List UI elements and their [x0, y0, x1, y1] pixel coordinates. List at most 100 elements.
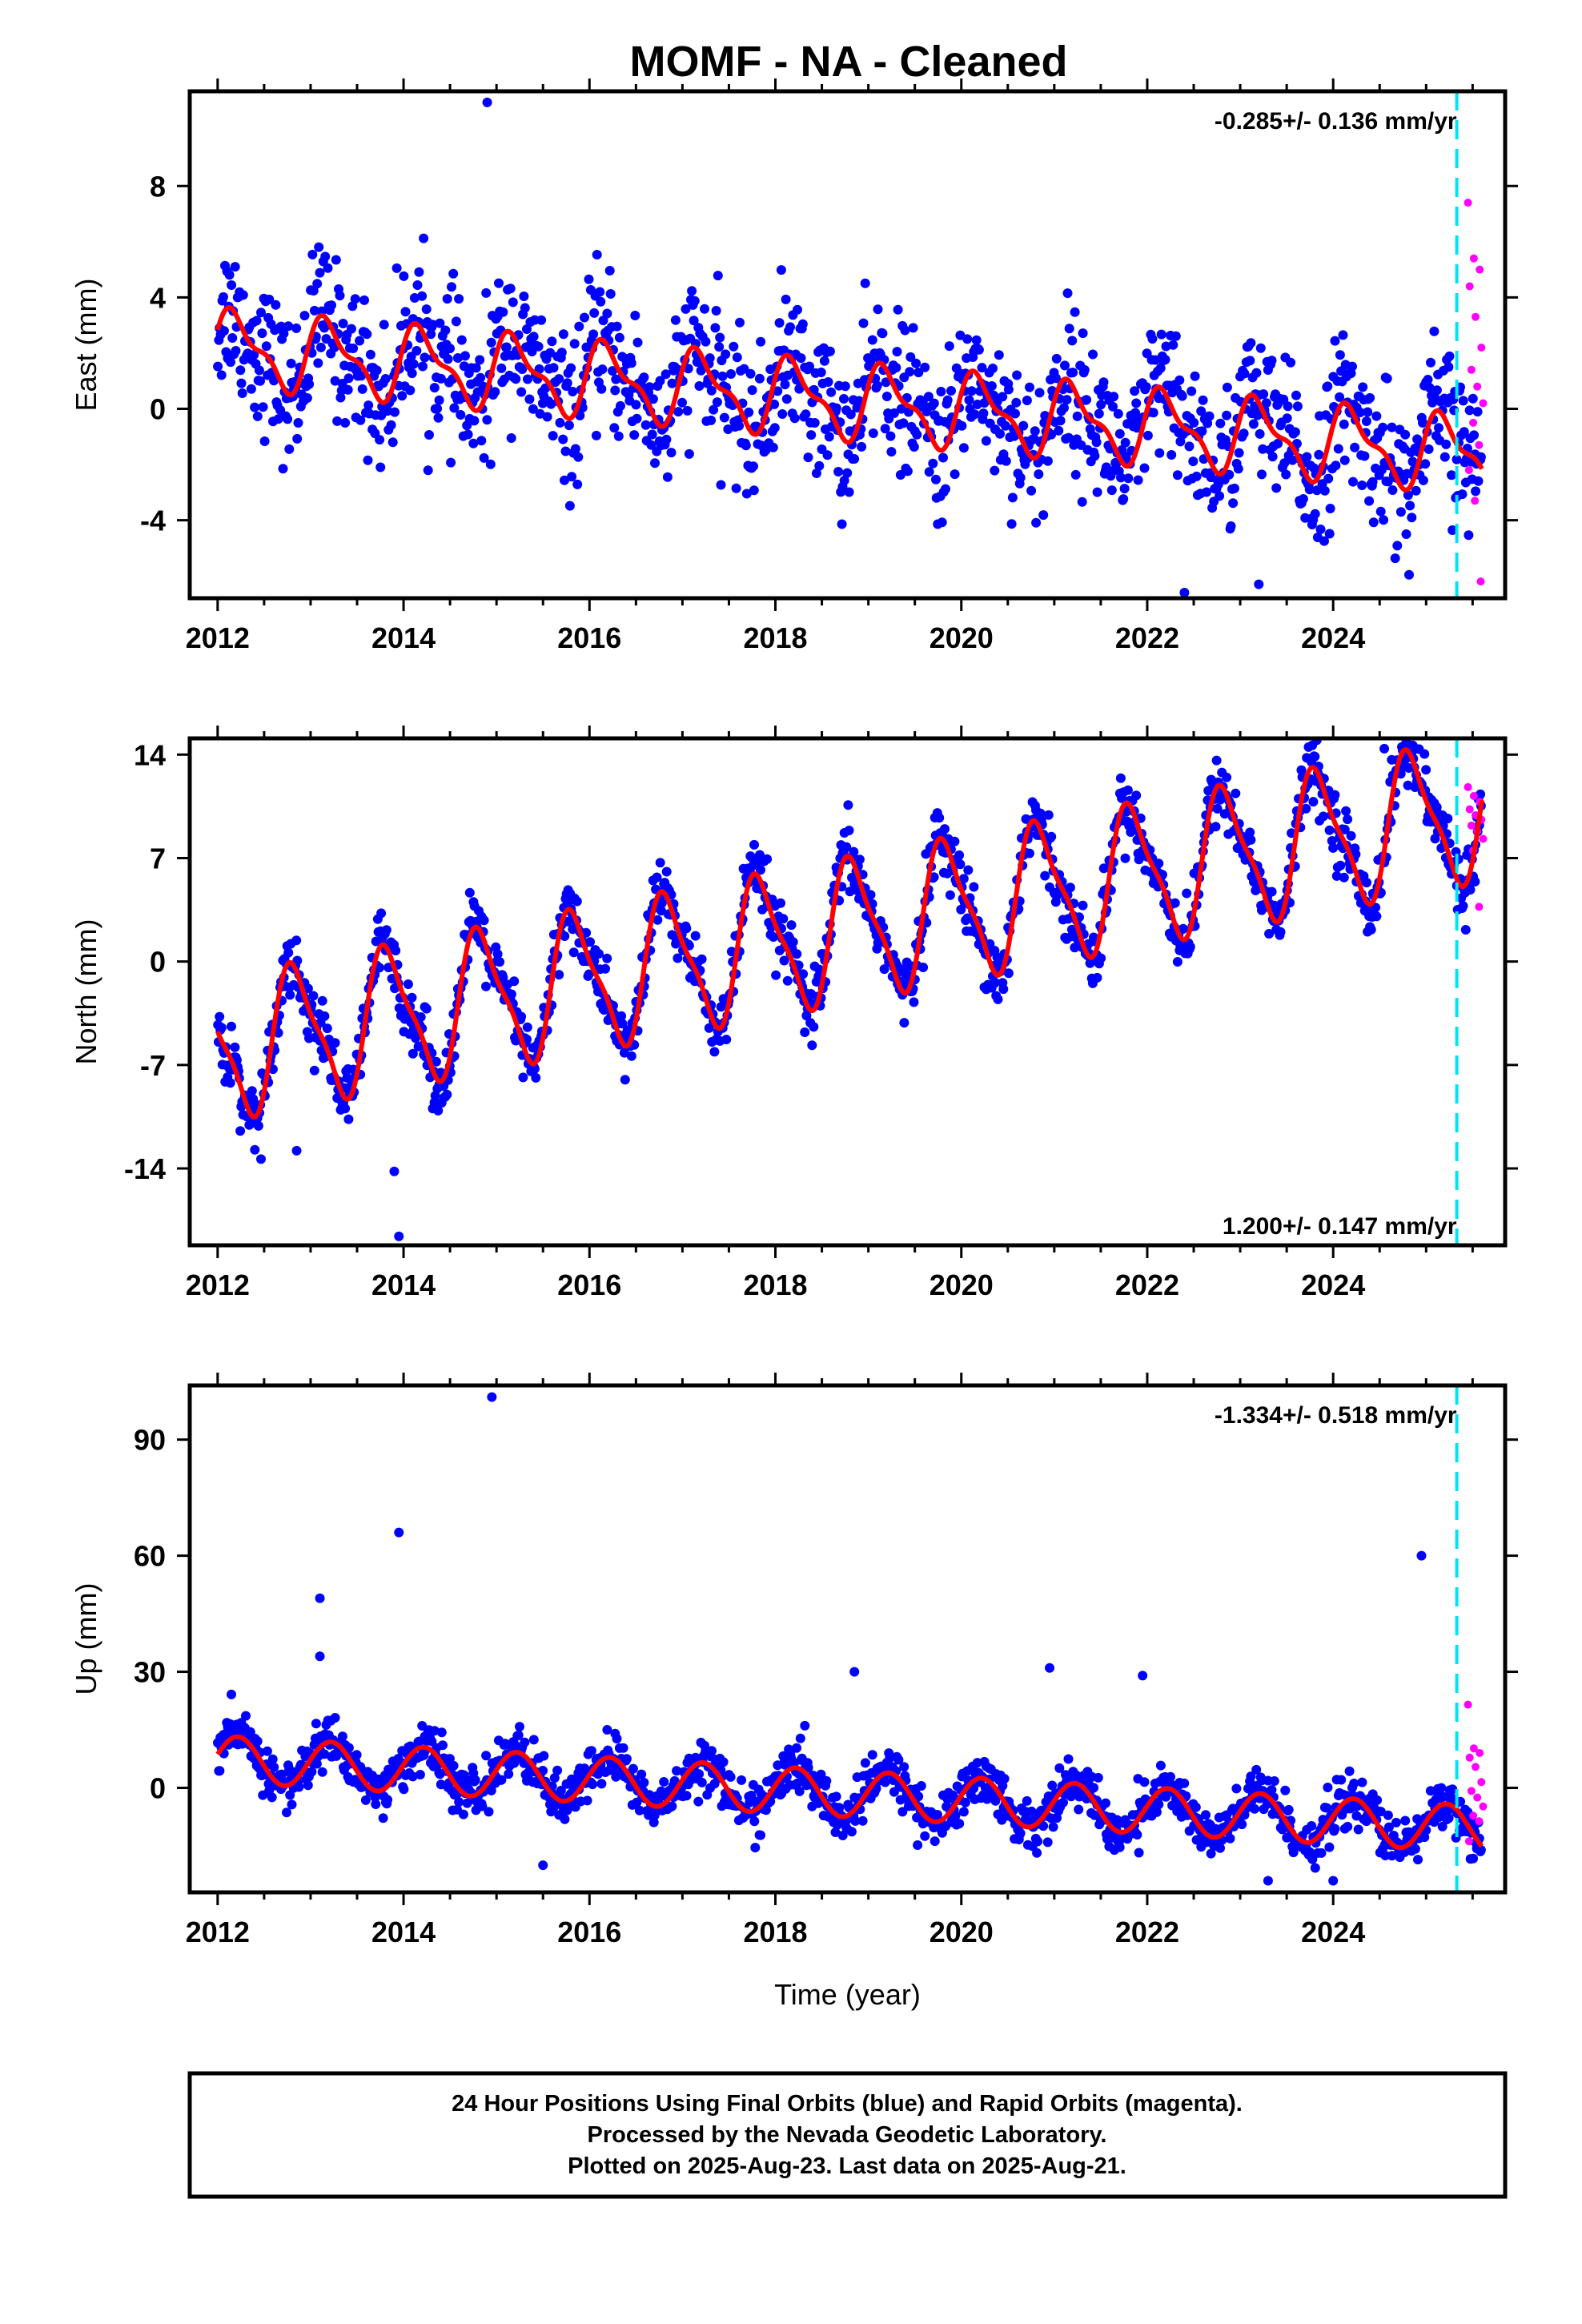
data-point	[456, 335, 467, 345]
data-point	[1400, 1815, 1411, 1826]
data-point	[1314, 449, 1324, 460]
data-point	[227, 280, 237, 290]
data-point	[539, 1751, 549, 1761]
data-point	[782, 975, 793, 986]
data-point	[788, 937, 798, 947]
data-point	[1363, 407, 1373, 417]
data-point	[1330, 336, 1340, 346]
data-point	[735, 317, 745, 328]
data-point	[294, 1782, 304, 1792]
data-point	[519, 292, 529, 301]
data-point	[1022, 1795, 1032, 1806]
data-point	[246, 384, 256, 394]
data-point	[913, 1840, 923, 1850]
data-point	[1424, 383, 1435, 393]
data-point	[693, 1796, 704, 1807]
data-point	[535, 408, 545, 419]
data-point	[701, 336, 711, 347]
data-point	[1323, 381, 1333, 392]
x-tick-label: 2014	[371, 1916, 436, 1948]
data-point	[650, 458, 660, 468]
data-point	[1048, 1822, 1058, 1832]
data-point	[574, 321, 584, 332]
data-point	[1092, 972, 1102, 983]
data-point	[1147, 334, 1158, 344]
data-point	[1038, 1821, 1049, 1831]
data-point	[421, 1003, 432, 1014]
data-point	[1418, 418, 1427, 428]
data-point	[435, 318, 445, 328]
data-point	[371, 365, 382, 376]
data-point	[1024, 848, 1034, 858]
data-point	[1034, 388, 1045, 398]
data-point	[269, 376, 279, 386]
data-point	[697, 1777, 707, 1787]
data-point	[1399, 723, 1409, 733]
data-point	[1298, 494, 1308, 504]
east-rapid-points	[1464, 199, 1488, 586]
data-point	[588, 1779, 598, 1790]
data-point	[216, 1023, 227, 1033]
up-x-label: Time (year)	[774, 1978, 921, 2011]
data-point	[1362, 878, 1371, 888]
data-point	[469, 416, 480, 426]
rapid-point	[1469, 792, 1478, 800]
data-point	[761, 1805, 771, 1815]
data-point	[1106, 485, 1117, 496]
data-point	[830, 1827, 841, 1837]
outlier-point	[291, 1145, 302, 1156]
data-point	[771, 970, 781, 980]
data-point	[1443, 1813, 1454, 1823]
data-point	[1068, 368, 1078, 378]
data-point	[451, 316, 461, 327]
data-point	[1255, 343, 1266, 353]
data-point	[811, 468, 821, 478]
data-point	[1239, 368, 1250, 379]
data-point	[858, 318, 869, 328]
data-point	[1458, 901, 1468, 911]
data-point	[390, 407, 400, 417]
data-point	[670, 315, 681, 325]
chart-title: MOMF - NA - Cleaned	[630, 38, 1068, 86]
data-point	[448, 1760, 459, 1771]
data-point	[1468, 393, 1478, 404]
data-point	[1119, 484, 1130, 494]
x-tick-label: 2014	[371, 621, 436, 654]
data-point	[492, 949, 503, 959]
data-point	[340, 418, 351, 428]
outlier-point	[1138, 1671, 1148, 1681]
data-point	[706, 385, 717, 396]
data-point	[516, 387, 527, 397]
data-point	[262, 1746, 272, 1756]
north-y-label: North (mm)	[70, 919, 102, 1065]
data-point	[749, 1816, 760, 1827]
data-point	[867, 335, 877, 345]
rapid-point	[1465, 1753, 1474, 1762]
data-point	[403, 979, 413, 989]
data-point	[1407, 513, 1417, 523]
data-point	[908, 323, 918, 333]
rapid-point	[1467, 821, 1476, 830]
data-point	[595, 287, 605, 297]
data-point	[905, 367, 915, 377]
data-point	[737, 1775, 747, 1785]
data-point	[1091, 437, 1102, 448]
data-point	[252, 411, 263, 421]
data-point	[1379, 515, 1389, 525]
rapid-point	[1472, 1763, 1480, 1771]
data-point	[963, 865, 974, 875]
data-point	[1367, 476, 1378, 487]
data-point	[558, 434, 568, 444]
data-point	[312, 279, 323, 289]
data-point	[1177, 391, 1187, 401]
data-point	[1335, 392, 1345, 402]
data-point	[1307, 1821, 1317, 1831]
data-point	[998, 984, 1009, 995]
data-point	[1042, 456, 1053, 466]
data-point	[442, 1089, 452, 1100]
data-point	[655, 858, 665, 868]
data-point	[1338, 330, 1348, 340]
rapid-point	[1473, 382, 1482, 391]
data-point	[756, 865, 765, 875]
data-point	[308, 991, 319, 1001]
